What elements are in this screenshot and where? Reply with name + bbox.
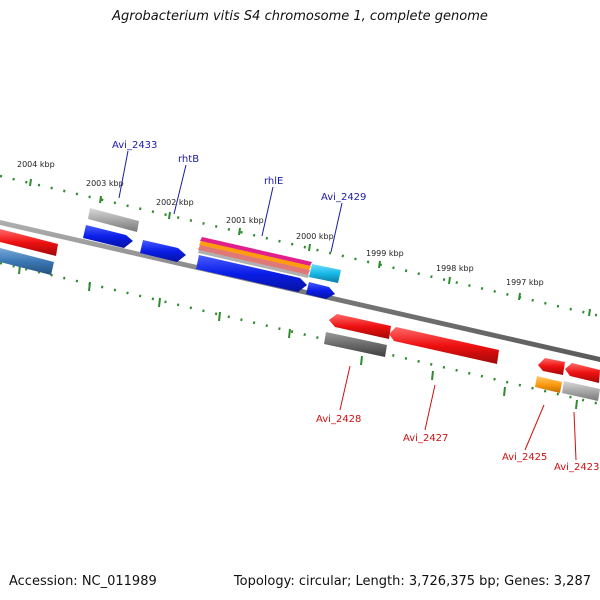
gene-grey-upper[interactable]: [88, 208, 139, 232]
gene-label[interactable]: rhtB: [178, 154, 199, 165]
leader-line: [330, 202, 343, 253]
major-tick: [503, 386, 506, 397]
gene-label[interactable]: Avi_2428: [316, 414, 361, 425]
gene-label[interactable]: rhlE: [264, 176, 283, 187]
gene-red-small-b[interactable]: [565, 363, 600, 383]
leader-line: [573, 411, 577, 461]
leader-line: [118, 150, 129, 199]
map-title: Agrobacterium vitis S4 chromosome 1, com…: [112, 9, 488, 24]
major-tick: [575, 399, 578, 410]
gene-avi2427[interactable]: [389, 327, 499, 364]
gene-red-upper[interactable]: [329, 314, 391, 339]
leader-line: [261, 186, 274, 237]
gene-avi2423[interactable]: [562, 381, 600, 401]
forward-gene-labels: Avi_2433 rhtB rhlE Avi_2429: [112, 140, 366, 203]
gene-label[interactable]: Avi_2423: [554, 462, 599, 473]
reverse-gene-labels: Avi_2428 Avi_2427 Avi_2425 Avi_2423: [316, 414, 599, 473]
gene-rhlE-orange[interactable]: [199, 241, 311, 270]
major-tick: [308, 243, 311, 252]
gene-avi2429[interactable]: [306, 282, 335, 299]
topology-text: Topology: circular; Length: 3,726,375 bp…: [233, 574, 591, 589]
major-tick: [288, 328, 291, 339]
reverse-strand-genes: [324, 314, 600, 401]
major-tick: [88, 281, 91, 292]
chromosome-backbone: [0, 220, 600, 362]
label-leaders: [118, 150, 577, 461]
gene-avi2428[interactable]: [324, 332, 387, 357]
gene-rhlE-magenta[interactable]: [200, 237, 312, 266]
scale-label: 1998 kbp: [436, 264, 474, 273]
gene-rhlE-salmon[interactable]: [198, 245, 310, 275]
gene-label[interactable]: Avi_2429: [321, 192, 366, 203]
major-tick: [99, 195, 102, 204]
leader-line: [524, 404, 545, 451]
major-tick: [518, 292, 521, 301]
inner-tick-track: [0, 261, 600, 410]
gene-left-edge-red[interactable]: [0, 229, 58, 256]
gene-rhlE-grey[interactable]: [198, 250, 309, 278]
major-tick: [29, 178, 32, 187]
scale-label: 2001 kbp: [226, 216, 264, 225]
gene-rhlE-blue[interactable]: [196, 255, 307, 292]
gene-label[interactable]: Avi_2425: [502, 452, 547, 463]
forward-strand-genes: [0, 208, 341, 299]
gene-label[interactable]: Avi_2433: [112, 140, 157, 151]
major-tick: [168, 211, 171, 220]
gene-avi2429-cyan[interactable]: [309, 264, 341, 283]
major-tick: [238, 227, 241, 236]
leader-line: [173, 164, 187, 215]
scale-label: 2003 kbp: [86, 179, 124, 188]
scale-labels: 2004 kbp 2003 kbp 2002 kbp 2001 kbp 2000…: [17, 160, 544, 287]
leader-line: [424, 384, 436, 431]
gene-avi2433[interactable]: [83, 225, 133, 248]
scale-label: 1997 kbp: [506, 278, 544, 287]
gene-left-edge-steelblue[interactable]: [0, 248, 54, 275]
scale-label: 2002 kbp: [156, 198, 194, 207]
scale-label: 1999 kbp: [366, 249, 404, 258]
major-tick: [218, 311, 221, 322]
leader-line: [339, 365, 351, 411]
gene-avi2425[interactable]: [535, 376, 562, 393]
gene-rhtB[interactable]: [140, 240, 186, 262]
scale-label: 2004 kbp: [17, 160, 55, 169]
gene-red-small-a[interactable]: [538, 358, 565, 375]
major-tick: [431, 370, 434, 381]
outer-tick-track: [0, 174, 600, 318]
major-tick: [158, 297, 161, 308]
major-tick: [360, 355, 363, 366]
major-tick: [448, 276, 451, 285]
major-tick: [588, 308, 591, 317]
accession-text: Accession: NC_011989: [9, 574, 157, 589]
scale-label: 2000 kbp: [296, 232, 334, 241]
major-tick: [378, 260, 381, 269]
gene-label[interactable]: Avi_2427: [403, 433, 448, 444]
